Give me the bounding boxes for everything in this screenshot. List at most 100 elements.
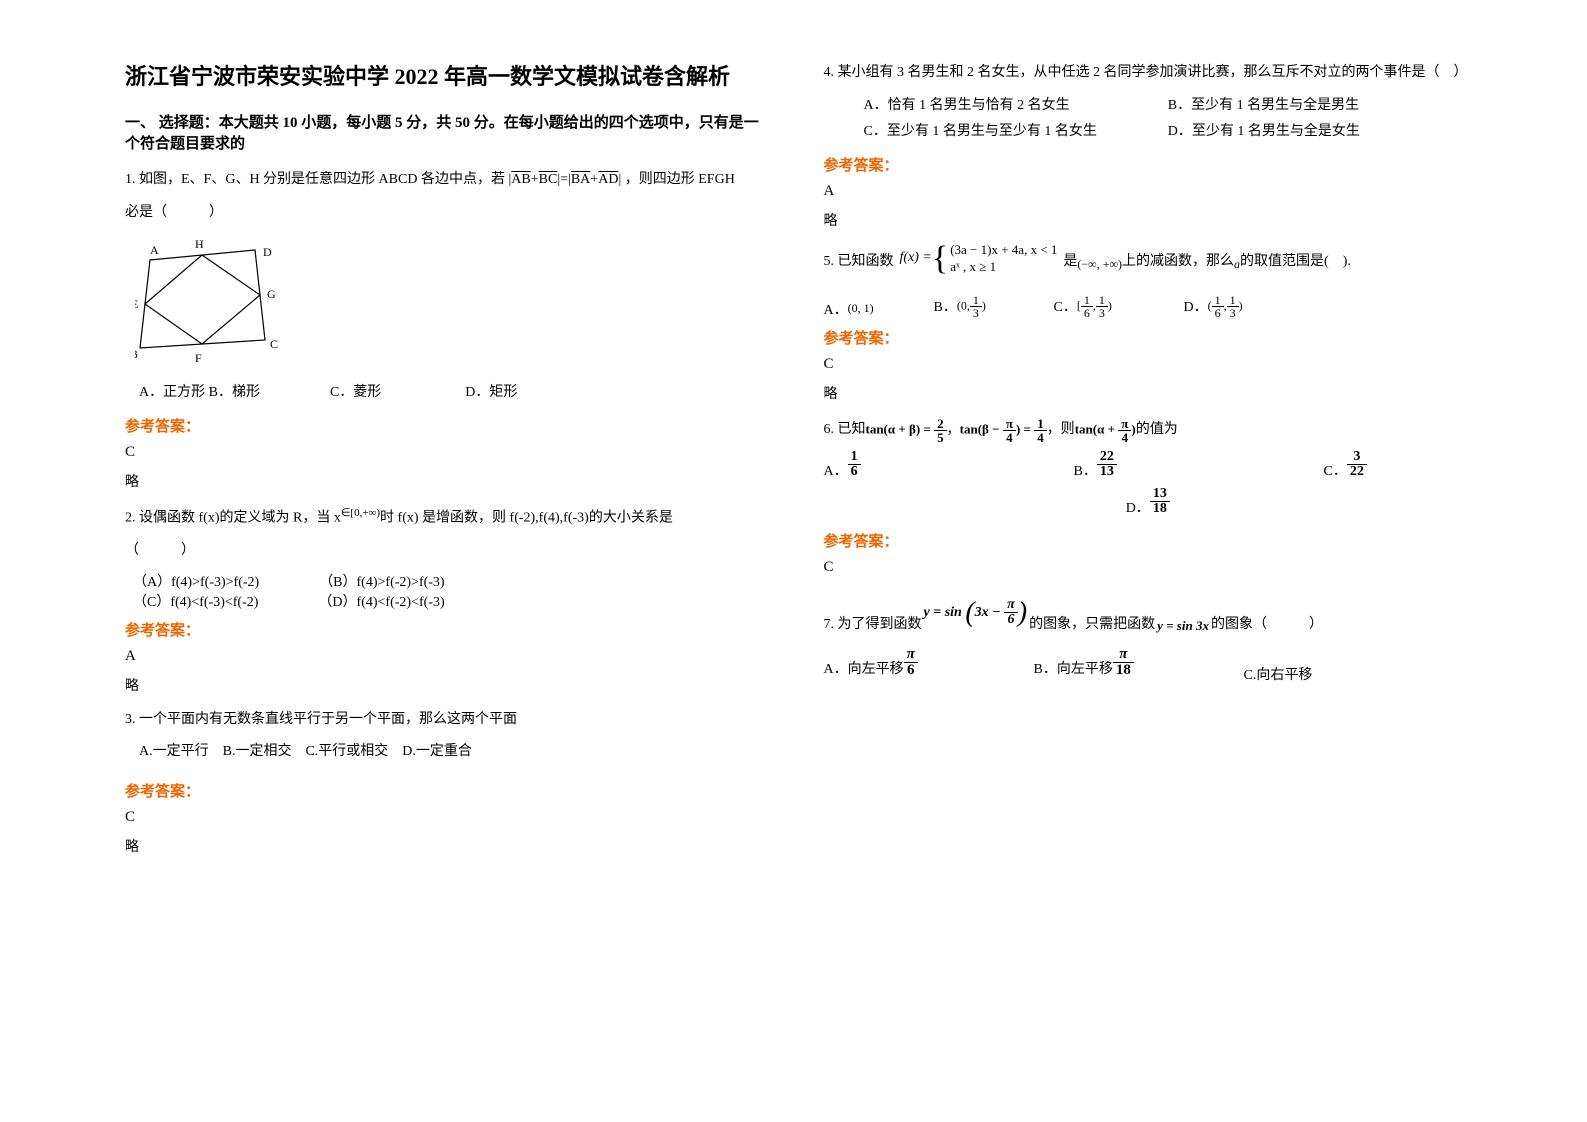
svg-text:G: G <box>267 287 276 301</box>
q2-optA: （A）f(4)>f(-3)>f(-2) <box>133 571 259 591</box>
q3-stem: 3. 一个平面内有无数条直线平行于另一个平面，那么这两个平面 <box>125 707 774 734</box>
q6-eq2-n: 1 <box>1034 417 1047 431</box>
q5-optB-label: B． <box>934 296 957 316</box>
q6-eq2-lhs: tan(β − <box>960 421 1003 436</box>
q2-opts-row2: （C）f(4)<f(-3)<f(-2) （D）f(4)<f(-2)<f(-3) <box>125 591 774 611</box>
q5-piece-bot: aˣ , x ≥ 1 <box>950 259 1057 276</box>
q4-answer-label: 参考答案： <box>824 154 1473 175</box>
q2-answer: A <box>125 648 774 665</box>
svg-text:B: B <box>135 347 138 361</box>
q6-optC-d: 22 <box>1347 465 1367 479</box>
q6-optC: C． 322 <box>1324 456 1367 485</box>
q6-options-row1: A． 16 B． 2213 C． 322 <box>824 456 1473 485</box>
q5-text-c: 上的减函数，那么 <box>1122 249 1234 276</box>
q1-options: A．正方形 B．梯形 C．菱形 D．矩形 <box>125 380 774 407</box>
q6-eq2-close: ) = <box>1016 421 1034 436</box>
q7-options: A．向左平移 π6 B．向左平移 π18 C.向右平移 <box>824 653 1473 684</box>
q7-inner-a: 3x − <box>975 604 1004 619</box>
q5-optA-label: A． <box>824 299 848 319</box>
q5-fx: f(x) = <box>900 245 932 272</box>
q6-optA-n: 1 <box>848 450 861 465</box>
q5-stem: 5. 已知函数 f(x) = { (3a − 1)x + 4a, x < 1 a… <box>824 242 1473 276</box>
q7-optB-label: B．向左平移 <box>1034 658 1113 678</box>
q3-skip: 略 <box>125 836 774 856</box>
q5-optA-val: (0, 1) <box>848 301 874 316</box>
q1-text-a: 1. 如图，E、F、G、H 分别是任意四边形 ABCD 各边中点，若 <box>125 172 505 187</box>
q5-optC-n1: 1 <box>1081 294 1093 307</box>
svg-text:F: F <box>195 351 202 365</box>
q6-optC-label: C． <box>1324 460 1347 480</box>
q5-optC: C． [16,13) <box>1054 294 1184 319</box>
q7-pi: π <box>1004 598 1018 613</box>
q1-text-c: 必是（ ） <box>125 200 774 227</box>
q7-stem: 7. 为了得到函数 y = sin (3x − π6) 的图象，只需把函数 y … <box>824 586 1473 639</box>
q6-eq3: tan(α + π4) <box>1075 417 1136 444</box>
q7-optA-n: π <box>904 647 918 663</box>
q4-skip: 略 <box>824 210 1473 230</box>
q5-text-b: 是 <box>1063 249 1077 276</box>
q1-text-b: ，则四边形 EFGH <box>625 172 735 187</box>
q7-y-eq: y = sin <box>924 604 962 619</box>
q2-text-b: 时 f(x) 是增函数，则 f(-2),f(4),f(-3)的大小关系是 <box>380 510 673 525</box>
q5-optD-d1: 6 <box>1212 307 1224 319</box>
q6-comma: ， <box>947 421 960 436</box>
q5-options: A． (0, 1) B． (0,13) C． [16,13) D． (16,13… <box>824 294 1473 319</box>
q6-eq3-pi: π <box>1118 417 1131 431</box>
q7-optB-d: 18 <box>1113 663 1134 678</box>
q7-text-a: 7. 为了得到函数 <box>824 612 922 639</box>
q6-eq2-pi: π <box>1003 417 1016 431</box>
q1-answer: C <box>125 444 774 461</box>
q5-optD-n1: 1 <box>1212 294 1224 307</box>
q5-piece-top: (3a − 1)x + 4a, x < 1 <box>950 242 1057 259</box>
q2-skip: 略 <box>125 675 774 695</box>
q1-diagram: A H D E G B F C <box>135 240 295 365</box>
q7-optC: C.向右平移 <box>1244 664 1313 684</box>
q7-optA-label: A．向左平移 <box>824 658 904 678</box>
q2-text-a: 2. 设偶函数 f(x)的定义域为 R，当 x <box>125 510 341 525</box>
q4-optC: C．至少有 1 名男生与至少有 1 名女生 <box>864 119 1168 146</box>
q6-eq1: tan(α + β) = 25，tan(β − π4) = 14 <box>866 417 1047 444</box>
q6-optA: A． 16 <box>824 456 1074 485</box>
q5-optD-n2: 1 <box>1227 294 1239 307</box>
q6-optB-d: 13 <box>1097 465 1117 479</box>
q5-text-a: 5. 已知函数 <box>824 249 894 276</box>
q7-expr1: y = sin (3x − π6) <box>924 586 1028 639</box>
q6-eq1-lhs: tan(α + β) = <box>866 421 935 436</box>
q4-opts-row1: A．恰有 1 名男生与恰有 2 名女生 B．至少有 1 名男生与全是男生 <box>864 93 1473 120</box>
q4-optA: A．恰有 1 名男生与恰有 2 名女生 <box>864 93 1168 120</box>
q5-answer-label: 参考答案： <box>824 327 1473 348</box>
q7-optB-n: π <box>1113 647 1134 663</box>
q5-optD: D． (16,13) <box>1184 294 1243 319</box>
q6-optA-d: 6 <box>848 465 861 479</box>
q5-optB-d: 3 <box>970 307 982 319</box>
svg-text:E: E <box>135 297 138 311</box>
document-title: 浙江省宁波市荣安实验中学 2022 年高一数学文模拟试卷含解析 <box>125 60 774 93</box>
q5-optC-label: C． <box>1054 296 1077 316</box>
q5-optA: A． (0, 1) <box>824 299 934 319</box>
q6-optD-d: 18 <box>1150 502 1170 516</box>
q2-stem: 2. 设偶函数 f(x)的定义域为 R，当 x∈[0,+∞)时 f(x) 是增函… <box>125 503 774 532</box>
q7-text-c: 的图象（ ） <box>1211 612 1323 639</box>
q6-answer: C <box>824 559 1473 576</box>
q2-optC: （C）f(4)<f(-3)<f(-2) <box>133 591 258 611</box>
q5-optD-d2: 3 <box>1227 307 1239 319</box>
q2-optD: （D）f(4)<f(-2)<f(-3) <box>318 591 444 611</box>
q5-answer: C <box>824 356 1473 373</box>
q5-piecewise: f(x) = { (3a − 1)x + 4a, x < 1 aˣ , x ≥ … <box>900 242 1058 276</box>
q5-optB-n: 1 <box>970 294 982 307</box>
q6-optB: B． 2213 <box>1074 456 1324 485</box>
q2-optB: （B）f(4)>f(-2)>f(-3) <box>319 571 444 591</box>
q6-eq2-4: 4 <box>1003 431 1016 444</box>
section-1-heading: 一、 选择题：本大题共 10 小题，每小题 5 分，共 50 分。在每小题给出的… <box>125 111 774 153</box>
q7-optC-label: C.向右平移 <box>1244 664 1313 684</box>
q4-answer: A <box>824 183 1473 200</box>
q5-optC-d1: 6 <box>1081 307 1093 319</box>
svg-text:D: D <box>263 245 272 259</box>
q5-optB-close: ) <box>982 298 986 312</box>
q2-sup: ∈[0,+∞) <box>341 507 380 519</box>
q4-opts-row2: C．至少有 1 名男生与至少有 1 名女生 D．至少有 1 名男生与全是女生 <box>864 119 1473 146</box>
q5-optC-n2: 1 <box>1096 294 1108 307</box>
q5-optC-close: ) <box>1108 298 1112 312</box>
q2-paren: （ ） <box>125 538 774 565</box>
q5-optD-close: ) <box>1239 298 1243 312</box>
